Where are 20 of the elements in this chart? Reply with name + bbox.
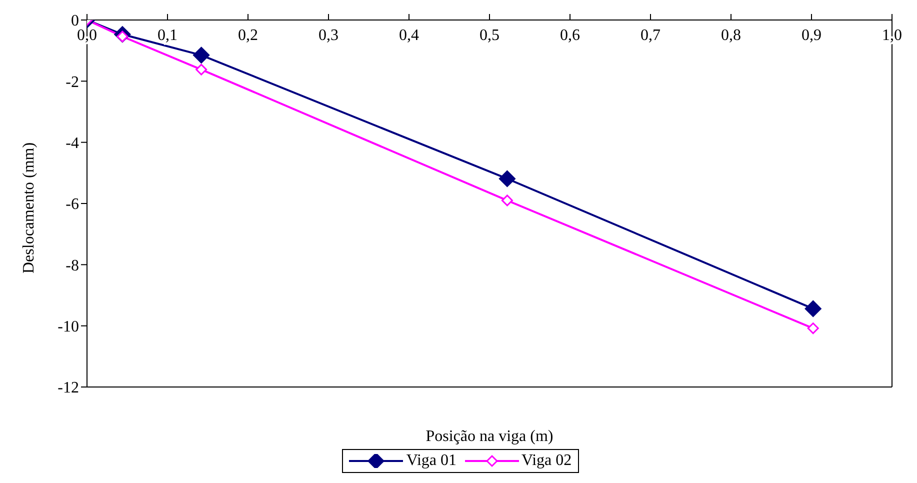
x-tick-label: 0,7 [640,27,660,44]
y-tick-label: -8 [66,257,79,274]
y-tick-label: -12 [58,380,79,397]
legend-label: Viga 01 [405,452,456,470]
x-tick-label: 0,6 [560,27,580,44]
y-tick-label: -10 [58,318,79,336]
x-tick-label: 0,3 [318,27,338,44]
y-tick-label: -4 [66,135,79,152]
x-tick-label: 0,1 [158,27,178,44]
x-tick-label: 0,4 [399,27,419,44]
y-axis-title: Deslocamento (mm) [20,142,38,274]
x-tick-label: 0,9 [802,27,822,44]
legend-label: Viga 02 [520,452,572,470]
y-tick-label: -6 [66,196,79,214]
y-tick-label: 0 [71,12,79,30]
y-tick-label: -2 [66,74,79,91]
x-tick-label: 0,5 [480,27,500,44]
x-tick-label: 0,8 [721,27,741,44]
x-tick-label: 0,2 [238,27,258,44]
x-axis-title: Posição na viga (m) [426,428,554,445]
